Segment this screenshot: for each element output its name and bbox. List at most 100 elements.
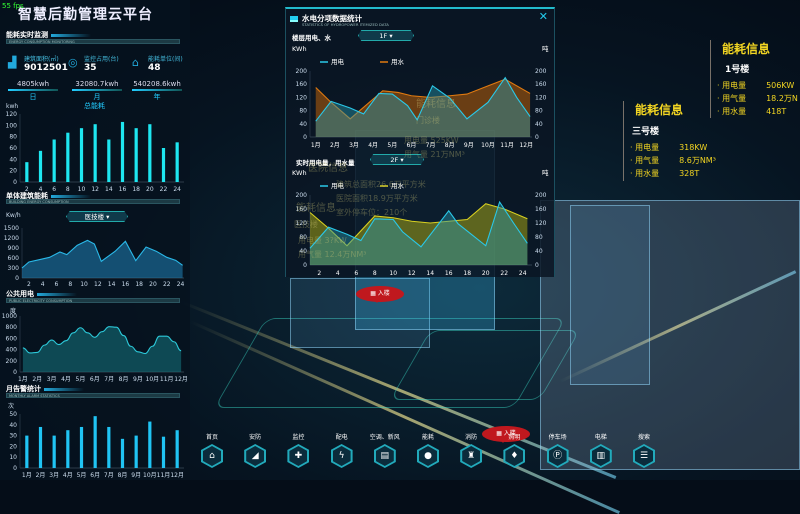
stat-units: ⌂ 能耗单位(间) 48 [132, 54, 183, 73]
x-tick-label: 12月 [170, 472, 184, 479]
bar [161, 148, 166, 182]
x-tick-label: 22 [500, 270, 508, 277]
nav-label: 搜索 [637, 434, 650, 441]
y-tick-label: 80 [9, 134, 17, 141]
home-icon: ⌂ [209, 451, 215, 461]
nav-item-lightning[interactable]: 配电 ϟ [320, 432, 364, 468]
nav-item-home[interactable]: 首页 ⌂ [190, 432, 234, 468]
series-line [315, 76, 531, 122]
nav-item-elevator[interactable]: 电梯 ▥ [579, 432, 623, 468]
nav-hex-button[interactable]: ◢ [244, 444, 267, 468]
ghost-text: 用电量 3?KW [298, 236, 347, 245]
nav-hex-button[interactable]: ✚ [287, 444, 310, 468]
nav-item-parking[interactable]: 停车场 Ⓟ [536, 432, 580, 468]
close-icon[interactable]: ✕ [538, 10, 548, 23]
period-label: 年 [153, 93, 161, 101]
y2-tick-label: 80 [535, 234, 543, 241]
nav-hex-button[interactable]: Ⓟ [546, 444, 569, 468]
series-line [309, 203, 528, 247]
bar [93, 124, 97, 182]
monitor-icon [290, 16, 298, 22]
x-tick-label: 9月 [133, 376, 143, 383]
bar [175, 142, 179, 182]
nav-item-search-list[interactable]: 搜索 ☰ [622, 432, 666, 468]
area-fill [310, 202, 528, 265]
floor-dropdown[interactable]: 1F ▾ [358, 30, 414, 41]
x-tick-label: 11月 [157, 472, 171, 479]
x-tick-label: 8 [68, 281, 72, 288]
y-tick-label: 200 [296, 192, 308, 199]
x-tick-label: 18 [135, 281, 143, 288]
nav-label: 配电 [335, 434, 348, 441]
x-tick-label: 9月 [464, 142, 474, 149]
stat-area: ▟ 建筑面积(㎡) 9012501 [8, 54, 68, 73]
nav-item-camera[interactable]: 安防 ◢ [233, 432, 277, 468]
left-panel: 智慧后勤管理云平台 能耗实时监测 ENERGY CONSUMPTION MONI… [0, 0, 190, 480]
x-tick-label: 6 [52, 186, 56, 193]
y-tick-label: 1200 [4, 235, 19, 242]
bar [38, 426, 43, 468]
info-title: 能耗信息 [722, 42, 771, 56]
nav-hex-button[interactable]: ⌂ [201, 444, 223, 468]
x-tick-label: 4 [39, 186, 43, 193]
nav-item-drop[interactable]: 能耗 ● [406, 432, 450, 468]
period-value: 32080.7kwh [75, 80, 119, 88]
x-tick-label: 18 [132, 186, 140, 193]
x-tick-label: 8月 [118, 472, 128, 479]
y-tick-label: 0 [13, 369, 17, 376]
x-tick-label: 10月 [481, 142, 495, 149]
bar [107, 426, 111, 468]
nav-hex-button[interactable]: ▥ [589, 444, 612, 468]
x-tick-label: 12 [94, 281, 102, 288]
nav-item-bulb[interactable]: 照明 ♦ [492, 432, 536, 468]
caret-down-icon: ▾ [400, 156, 404, 164]
x-tick-label: 5月 [77, 472, 87, 479]
realtime-dropdown[interactable]: 2F ▾ [370, 154, 424, 165]
ghost-text: 用气量 21万NM³ [404, 150, 465, 159]
y2-tick-label: 120 [535, 220, 547, 227]
info-value: 318KW [679, 143, 708, 152]
nav-hex-button[interactable]: ϟ [330, 444, 353, 468]
x-tick-label: 9月 [131, 472, 141, 479]
nav-hex-button[interactable]: ▤ [373, 444, 396, 468]
building-model[interactable] [570, 205, 650, 385]
x-tick-label: 10 [78, 186, 86, 193]
nav-hex-button[interactable]: ♜ [460, 444, 483, 468]
nav-item-air-conditioner[interactable]: 空调、新风 ▤ [363, 432, 407, 468]
axis-unit: Kw/h [6, 212, 21, 219]
x-tick-label: 16 [119, 186, 127, 193]
info-value: 328T [679, 169, 700, 178]
section-subtitle: ENERGY CONSUMPTION MONITORING [6, 39, 180, 44]
building-dropdown[interactable]: 医技楼 ▾ [66, 211, 128, 222]
bulb-icon: ♦ [510, 451, 519, 461]
building-model[interactable] [540, 200, 800, 470]
period-year: 540208.6kwh 年 [132, 80, 182, 102]
y-tick-label: 800 [6, 324, 18, 331]
x-tick-label: 10 [389, 270, 397, 277]
x-tick-label: 12月 [174, 376, 188, 383]
x-tick-label: 16 [122, 281, 130, 288]
bar [120, 121, 125, 182]
nav-hex-button[interactable]: ● [417, 444, 439, 468]
nav-item-hydrant[interactable]: 消防 ♜ [449, 432, 493, 468]
nav-label: 照明 [508, 434, 521, 441]
enter-building-marker[interactable]: ▦ 入楼 [356, 286, 404, 303]
nav-item-shield[interactable]: 监控 ✚ [276, 432, 320, 468]
nav-hex-button[interactable]: ☰ [633, 444, 655, 468]
x-tick-label: 1月 [22, 472, 32, 479]
info-row: · 用气量 18.2万N [717, 94, 798, 103]
y2-axis-label: 吨 [542, 44, 549, 53]
x-tick-label: 3月 [49, 472, 59, 479]
area-fill [22, 326, 182, 372]
x-tick-label: 8 [373, 270, 377, 277]
bar [52, 139, 56, 182]
building-icon: ▦ [496, 430, 502, 437]
period-month: 32080.7kwh 月 [72, 80, 122, 102]
info-title: 能耗信息 [635, 103, 684, 117]
enter-building-marker[interactable]: ▦ 入楼 [482, 426, 530, 443]
y-tick-label: 60 [9, 145, 17, 152]
nav-label: 停车场 [548, 434, 567, 441]
ghost-text: 门诊楼 [416, 116, 440, 125]
bar [120, 438, 125, 468]
nav-hex-button[interactable]: ♦ [503, 444, 526, 468]
